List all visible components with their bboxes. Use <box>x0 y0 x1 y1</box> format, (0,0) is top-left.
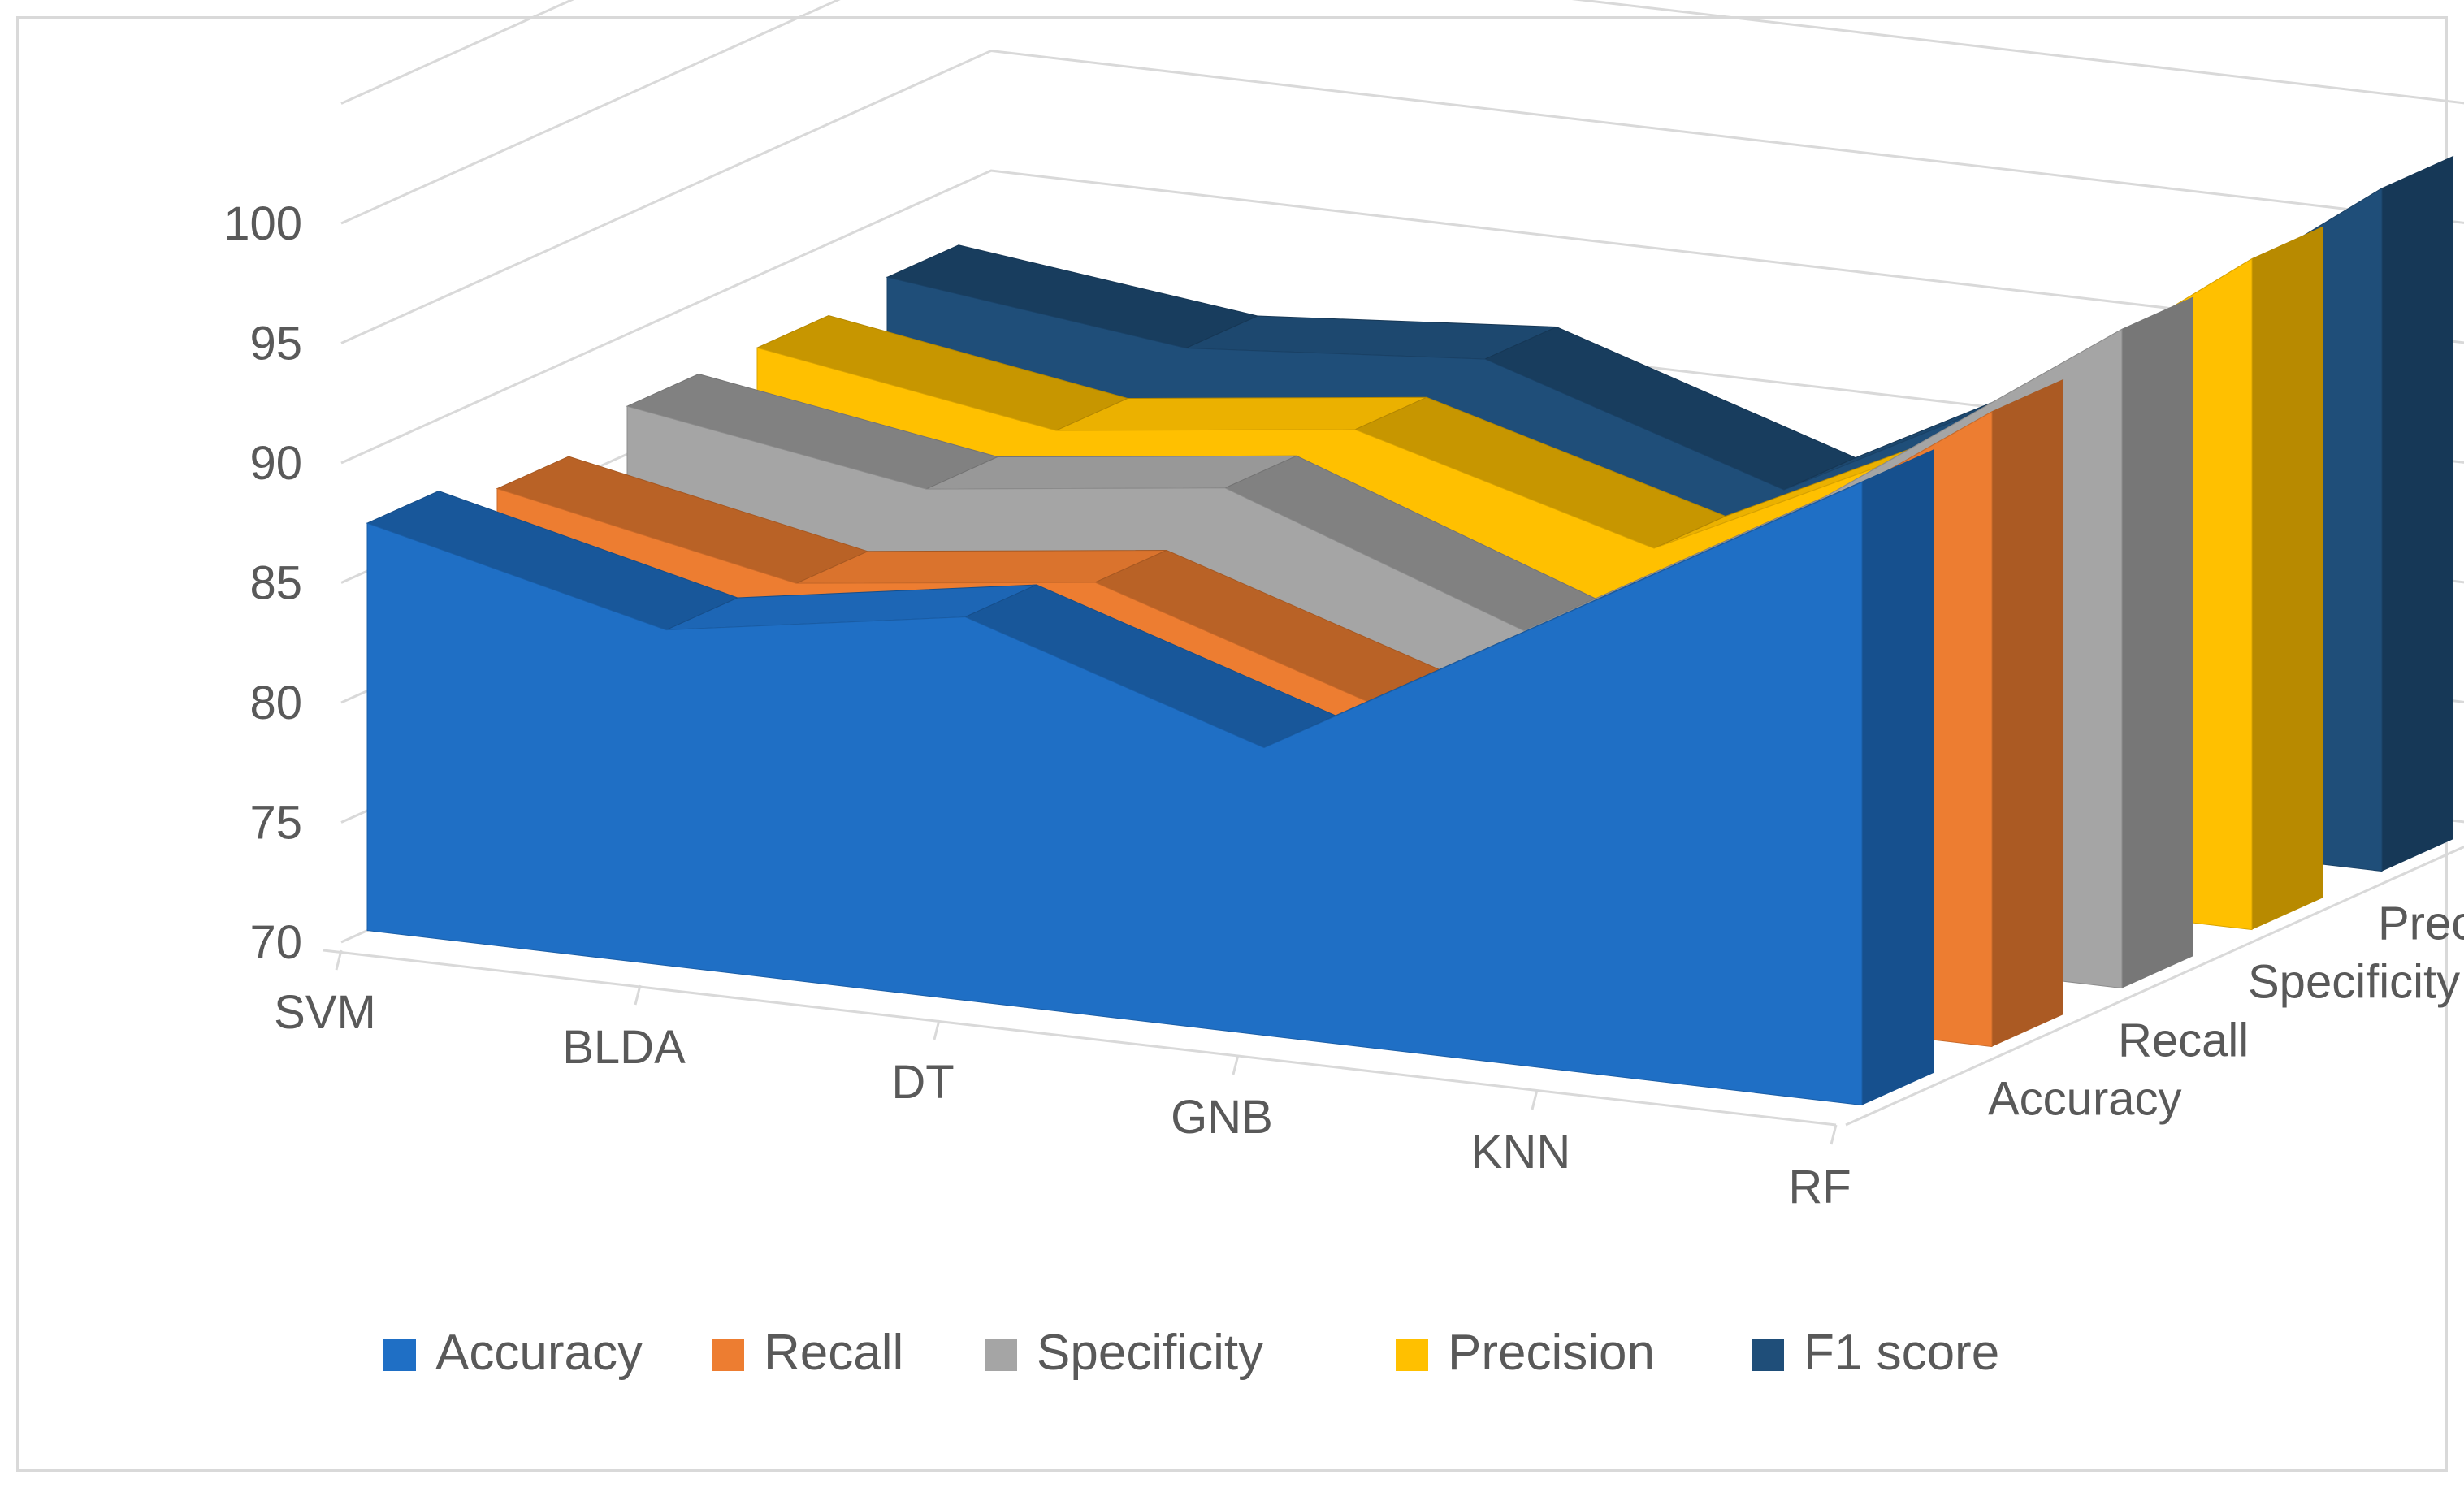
legend-label: Accuracy <box>435 1325 643 1381</box>
area-front-face <box>366 481 1863 1106</box>
y-tick-label: 80 <box>249 677 302 729</box>
series-accuracy <box>366 449 1934 1106</box>
x-tick-label: SVM <box>274 986 376 1039</box>
depth-tick-label: Recall <box>2118 1014 2249 1067</box>
legend-item-accuracy: Accuracy <box>383 1325 643 1381</box>
legend-item-precision: Precision <box>1396 1325 1655 1381</box>
legend-swatch <box>985 1339 1017 1371</box>
legend-label: F1 score <box>1804 1325 1999 1381</box>
y-tick-label: 90 <box>249 437 302 490</box>
area-end-face <box>1992 379 2063 1047</box>
y-tick-label: 100 <box>223 197 302 250</box>
x-tick-mark <box>933 1019 941 1040</box>
depth-tick-label: Specificity <box>2248 956 2460 1009</box>
legend-item-f1-score: F1 score <box>1752 1325 1999 1381</box>
x-tick-label: BLDA <box>562 1021 686 1074</box>
x-tick-label: DT <box>891 1056 954 1109</box>
gridline <box>340 0 2464 225</box>
y-tick-label: 75 <box>249 797 302 850</box>
area-end-face <box>2382 156 2453 872</box>
legend-label: Precision <box>1448 1325 1655 1381</box>
area-end-face <box>2122 296 2193 988</box>
legend-label: Recall <box>764 1325 903 1381</box>
gridline <box>340 169 2464 465</box>
area-end-face <box>2252 227 2323 930</box>
x-tick-mark <box>335 949 343 971</box>
area-end-face <box>1862 450 1934 1105</box>
x-tick-mark <box>1830 1124 1838 1145</box>
x-tick-label: KNN <box>1471 1126 1570 1179</box>
gridline <box>340 49 2464 344</box>
legend-label: Specificity <box>1037 1325 1263 1381</box>
legend-item-specificity: Specificity <box>985 1325 1263 1381</box>
legend-swatch <box>1396 1339 1428 1371</box>
depth-tick-label: Precision <box>2378 898 2464 950</box>
x-axis-line <box>323 949 1837 1127</box>
depth-tick-label: Accuracy <box>1988 1073 2182 1126</box>
x-tick-label: GNB <box>1171 1091 1273 1144</box>
x-tick-mark <box>1531 1089 1539 1110</box>
legend-swatch <box>712 1339 744 1371</box>
legend: Accuracy Recall Specificity Precision F1 sco… <box>383 1325 1999 1381</box>
legend-swatch <box>383 1339 416 1371</box>
x-tick-mark <box>1232 1054 1240 1075</box>
x-tick-label: RF <box>1788 1161 1851 1213</box>
x-axis-ticks: SVM BLDA DT GNB KNN RF <box>274 986 1851 1213</box>
y-tick-label: 95 <box>249 318 302 370</box>
x-tick-mark <box>634 984 642 1006</box>
series-areas <box>366 155 2454 1106</box>
legend-item-recall: Recall <box>712 1325 903 1381</box>
gridline <box>340 0 574 105</box>
depth-axis-line <box>1845 845 2464 1127</box>
y-axis-ticks: 70 75 80 85 90 95 100 <box>223 197 302 969</box>
legend-swatch <box>1752 1339 1784 1371</box>
y-tick-label: 85 <box>249 557 302 610</box>
y-tick-label: 70 <box>249 916 302 969</box>
